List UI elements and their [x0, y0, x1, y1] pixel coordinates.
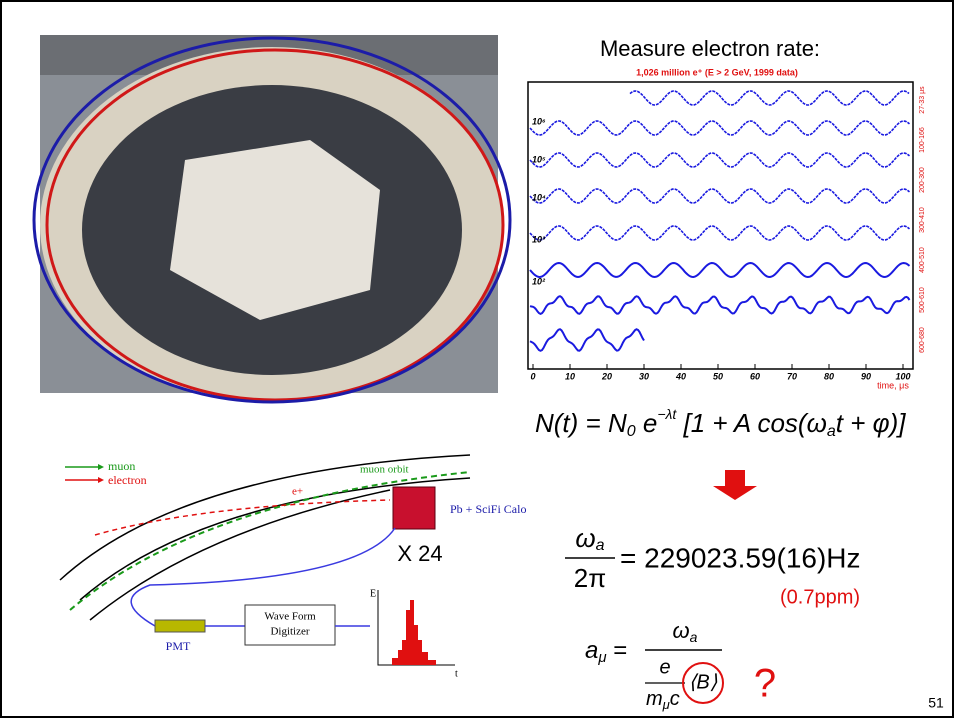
plot-title: 1,026 million e⁺ (E > 2 GeV, 1999 data): [636, 67, 798, 77]
row-label: 27-33 μs: [919, 86, 926, 114]
eq-sup: −λt: [657, 406, 677, 422]
eq-sub: μ: [597, 649, 606, 666]
eq-part: t + φ)]: [836, 408, 906, 438]
heading: Measure electron rate:: [600, 36, 820, 61]
x-tick-label: 70: [787, 371, 797, 381]
eq-part: a: [585, 637, 598, 664]
x-tick-label: 50: [713, 371, 723, 381]
row-label: 400-510: [919, 247, 926, 273]
x-tick-label: 20: [601, 371, 612, 381]
x-tick-label: 30: [639, 371, 649, 381]
eq-part: ω: [673, 618, 690, 643]
eq-part: c: [670, 688, 680, 710]
eq-sub: a: [596, 537, 605, 554]
eq-sub: a: [827, 423, 836, 440]
eq-part: [1 + A cos(ω: [676, 408, 827, 438]
eq3-inner-numerator: e: [659, 656, 670, 678]
eq3-field: ⟨B⟩: [689, 671, 718, 693]
eq2-result: = 229023.59(16)Hz: [620, 542, 861, 573]
legend-electron: electron: [108, 473, 147, 487]
x-tick-label: 90: [861, 371, 871, 381]
eq-part: ω: [575, 523, 595, 553]
slide: Measure electron rate: 1,026 million e⁺ …: [0, 0, 954, 721]
calorimeter-label: Pb + SciFi Calo: [450, 502, 526, 516]
photo: [34, 35, 510, 403]
y-tick-label: 10⁴: [532, 192, 546, 202]
hist-x-label: t: [455, 668, 458, 679]
x-tick-label: 80: [824, 371, 834, 381]
row-label: 600-680: [919, 327, 926, 353]
eq-part: m: [646, 688, 663, 710]
eq-part: e: [636, 408, 658, 438]
digitizer-label: Wave Form: [264, 611, 316, 623]
y-tick-label: 10⁵: [532, 154, 546, 164]
eq-sub: μ: [662, 697, 670, 712]
x-tick-label: 40: [675, 371, 686, 381]
question-mark: ?: [754, 662, 776, 706]
y-tick-label: 10⁶: [532, 116, 546, 126]
x-label: time, μs: [877, 380, 909, 390]
pmt-label: PMT: [166, 639, 191, 653]
pmt-box: [155, 620, 205, 632]
eq3-lhs: aμ =: [585, 637, 627, 666]
count-label: X 24: [397, 541, 442, 566]
hist-y-label: E: [370, 588, 376, 599]
eq-part: N(t) = N: [535, 408, 627, 438]
x-tick-label: 0: [530, 371, 535, 381]
y-tick-label: 10³: [532, 234, 546, 244]
digitizer-label: Digitizer: [270, 626, 309, 638]
x-tick-label: 10: [565, 371, 575, 381]
x-tick-label: 60: [750, 371, 760, 381]
eq-sub: a: [690, 629, 698, 645]
page-number: 51: [928, 695, 944, 711]
precision: (0.7ppm): [780, 586, 860, 608]
row-label: 200-300: [919, 167, 926, 193]
row-label: 300-410: [919, 207, 926, 233]
row-label: 500-610: [919, 287, 926, 313]
calorimeter: [393, 487, 435, 529]
row-label: 100-166: [919, 127, 926, 153]
equation-1: N(t) = N0 e−λt [1 + A cos(ωat + φ)]: [535, 406, 906, 441]
eq-part: =: [607, 637, 628, 664]
orbit-label: muon orbit: [360, 464, 409, 476]
positron-label: e+: [292, 486, 303, 498]
legend-muon: muon: [108, 459, 135, 473]
y-tick-label: 10²: [532, 276, 546, 286]
eq2-denominator: 2π: [574, 563, 606, 593]
eq-sub: 0: [627, 423, 636, 440]
